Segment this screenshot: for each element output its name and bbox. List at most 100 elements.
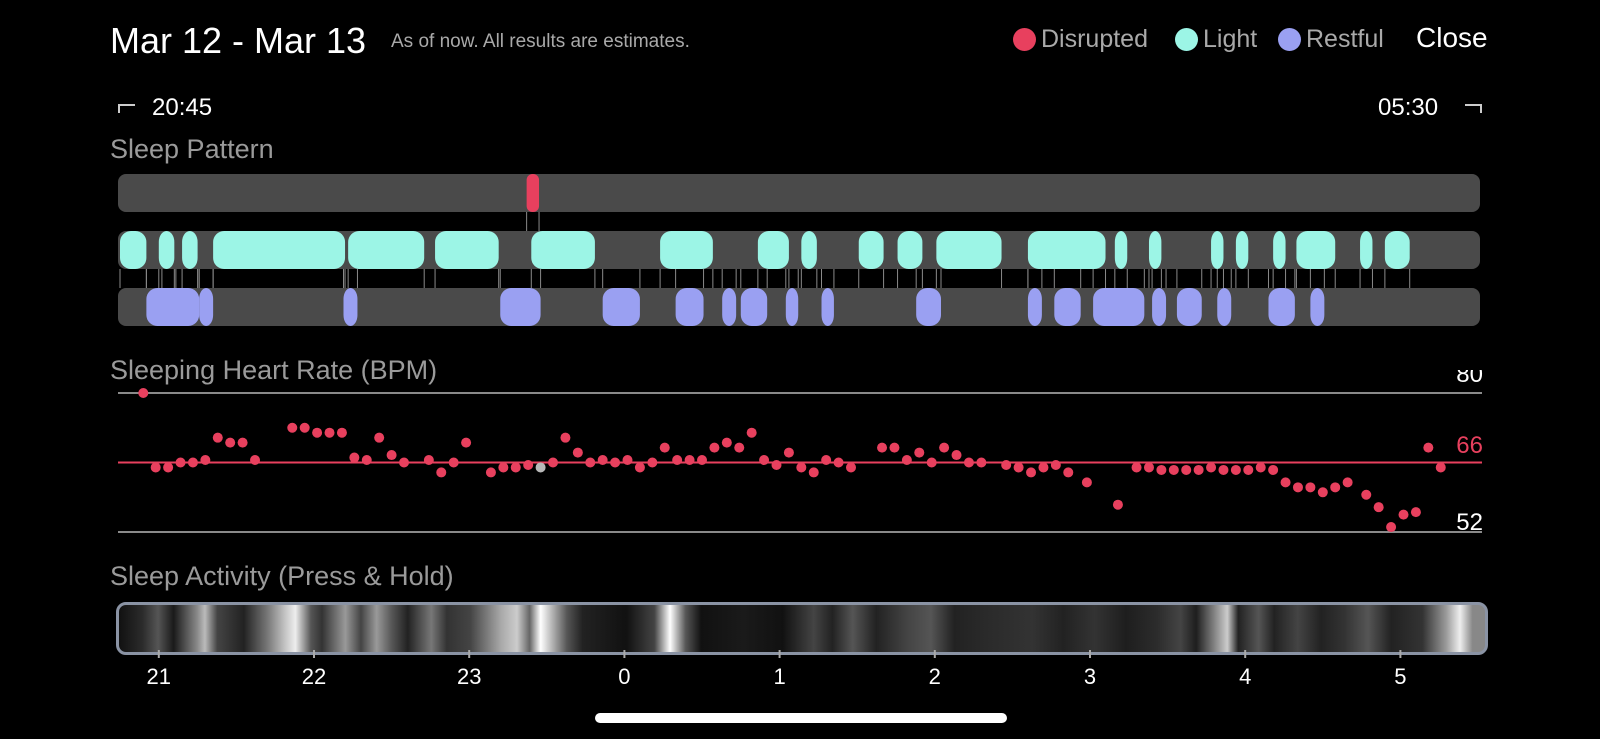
close-button[interactable]: Close	[1416, 22, 1488, 53]
sleep-activity-title: Sleep Activity (Press & Hold)	[110, 561, 454, 591]
hr-point	[1001, 459, 1012, 470]
hr-point	[1206, 462, 1217, 473]
light-segment	[348, 231, 425, 269]
hr-point	[1063, 467, 1074, 478]
legend-label-disrupted: Disrupted	[1041, 24, 1148, 53]
hr-point	[237, 437, 248, 448]
hr-min-label: 52	[1456, 509, 1483, 536]
restful-segment	[602, 288, 640, 326]
hr-point	[187, 457, 198, 468]
start-time: 20:45	[152, 94, 213, 121]
hr-point	[1305, 482, 1316, 493]
hr-point	[821, 455, 832, 466]
light-segment	[1211, 231, 1224, 269]
estimate-note: As of now. All results are estimates.	[391, 31, 690, 52]
light-segment	[213, 231, 346, 269]
hr-point	[1131, 462, 1142, 473]
light-segment	[1027, 231, 1106, 269]
restful-segment	[1310, 288, 1325, 326]
hr-point	[163, 462, 174, 473]
hr-point	[175, 457, 186, 468]
hr-point	[1398, 509, 1409, 520]
restful-dot-icon	[1278, 27, 1301, 51]
hr-point	[1112, 499, 1123, 510]
light-segment	[801, 231, 817, 269]
hr-point	[1268, 464, 1279, 475]
hr-point	[684, 455, 695, 466]
hr-point	[523, 459, 534, 470]
hr-point	[1410, 507, 1421, 518]
sleep-pattern-chart[interactable]	[0, 170, 1600, 340]
axis-tick-label: 21	[147, 664, 171, 689]
hr-point	[510, 462, 521, 473]
restful-segment	[785, 288, 799, 326]
hr-point	[914, 447, 925, 458]
light-segment	[435, 231, 499, 269]
restful-segment	[916, 288, 942, 326]
hr-point	[225, 437, 236, 448]
hr-point	[1317, 487, 1328, 498]
hr-point	[845, 462, 856, 473]
hr-point	[560, 432, 571, 443]
hr-point	[1181, 464, 1192, 475]
axis-tick-label: 0	[618, 664, 630, 689]
hr-point	[647, 457, 658, 468]
light-segment	[531, 231, 595, 269]
axis-tick-label: 5	[1394, 664, 1406, 689]
end-bracket-icon	[1465, 104, 1482, 113]
hr-point	[1050, 459, 1061, 470]
hr-point	[138, 388, 149, 398]
hr-point	[796, 462, 807, 473]
hr-point	[312, 427, 323, 438]
light-segment	[757, 231, 789, 269]
hr-point	[498, 462, 509, 473]
sleep-activity-bar[interactable]	[116, 602, 1488, 655]
hr-point	[622, 455, 633, 466]
hr-point	[672, 455, 683, 466]
light-segment	[1114, 231, 1128, 269]
hr-point	[721, 437, 732, 448]
restful-segment	[821, 288, 834, 326]
restful-segment	[740, 288, 768, 326]
light-segment	[182, 231, 198, 269]
light-segment	[1384, 231, 1410, 269]
light-segment	[1296, 231, 1336, 269]
hr-point	[759, 455, 770, 466]
restful-segment	[1176, 288, 1202, 326]
hr-point	[548, 457, 559, 468]
hr-point	[659, 442, 670, 453]
hr-point	[324, 427, 335, 438]
restful-segment	[722, 288, 737, 326]
hr-point	[1255, 462, 1266, 473]
sleep-pattern-title: Sleep Pattern	[110, 134, 274, 164]
hr-point	[585, 457, 596, 468]
heart-rate-chart[interactable]: 80 66 52	[0, 370, 1600, 550]
hr-point	[150, 462, 161, 473]
hr-point	[535, 462, 546, 473]
restful-segment	[199, 288, 214, 326]
hr-point	[336, 427, 347, 438]
hr-point	[901, 455, 912, 466]
legend-label-restful: Restful	[1306, 24, 1384, 53]
hr-point	[1081, 477, 1092, 488]
axis-tick-label: 22	[302, 664, 326, 689]
home-indicator[interactable]	[595, 713, 1007, 723]
hr-average-label: 66	[1456, 432, 1483, 459]
time-axis: 21 22 23 0 1 2 3 4 5	[147, 650, 1407, 689]
hr-point	[1423, 442, 1434, 453]
legend-label-light: Light	[1203, 24, 1258, 53]
light-segment	[660, 231, 713, 269]
disrupted-segment	[526, 174, 540, 212]
light-segment	[1360, 231, 1373, 269]
hr-point	[374, 432, 385, 443]
hr-point	[461, 437, 472, 448]
heart-rate-title: Sleeping Heart Rate (BPM)	[110, 355, 438, 385]
sleep-track-disrupted	[118, 174, 1480, 212]
hr-point	[1435, 462, 1446, 473]
hr-point	[634, 462, 645, 473]
hr-point	[1168, 464, 1179, 475]
hr-point	[299, 422, 310, 433]
hr-point	[1230, 464, 1241, 475]
hr-point	[597, 455, 608, 466]
light-segment	[158, 231, 175, 269]
